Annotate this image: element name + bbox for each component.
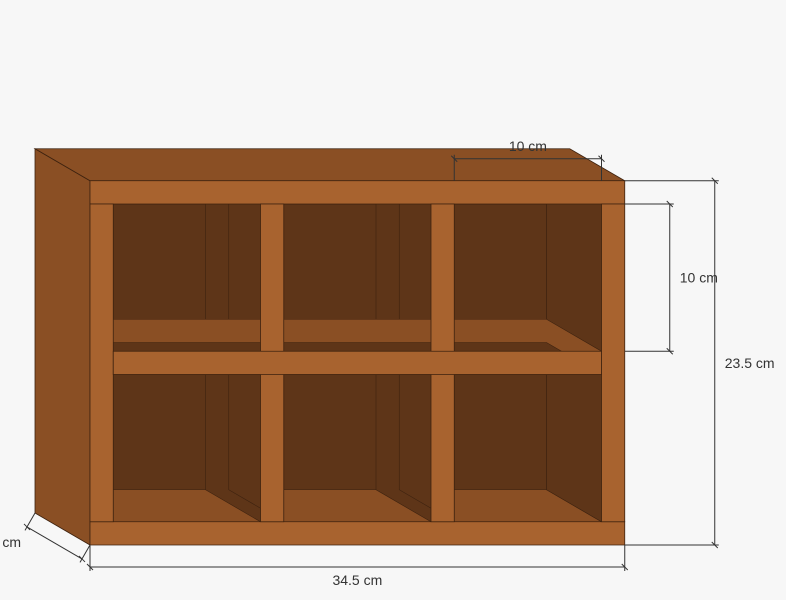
dim-depth: 10.0 cm	[0, 534, 21, 550]
shelf-diagram: 34.5 cm 23.5 cm 10 cm 10 cm 10.0 cm	[0, 0, 786, 600]
dim-width: 34.5 cm	[332, 572, 382, 588]
dim-cell-width: 10 cm	[509, 138, 547, 154]
dim-cell-height: 10 cm	[680, 270, 718, 286]
dim-height: 23.5 cm	[725, 355, 775, 371]
shelf-svg: 34.5 cm 23.5 cm 10 cm 10 cm 10.0 cm	[0, 0, 786, 600]
